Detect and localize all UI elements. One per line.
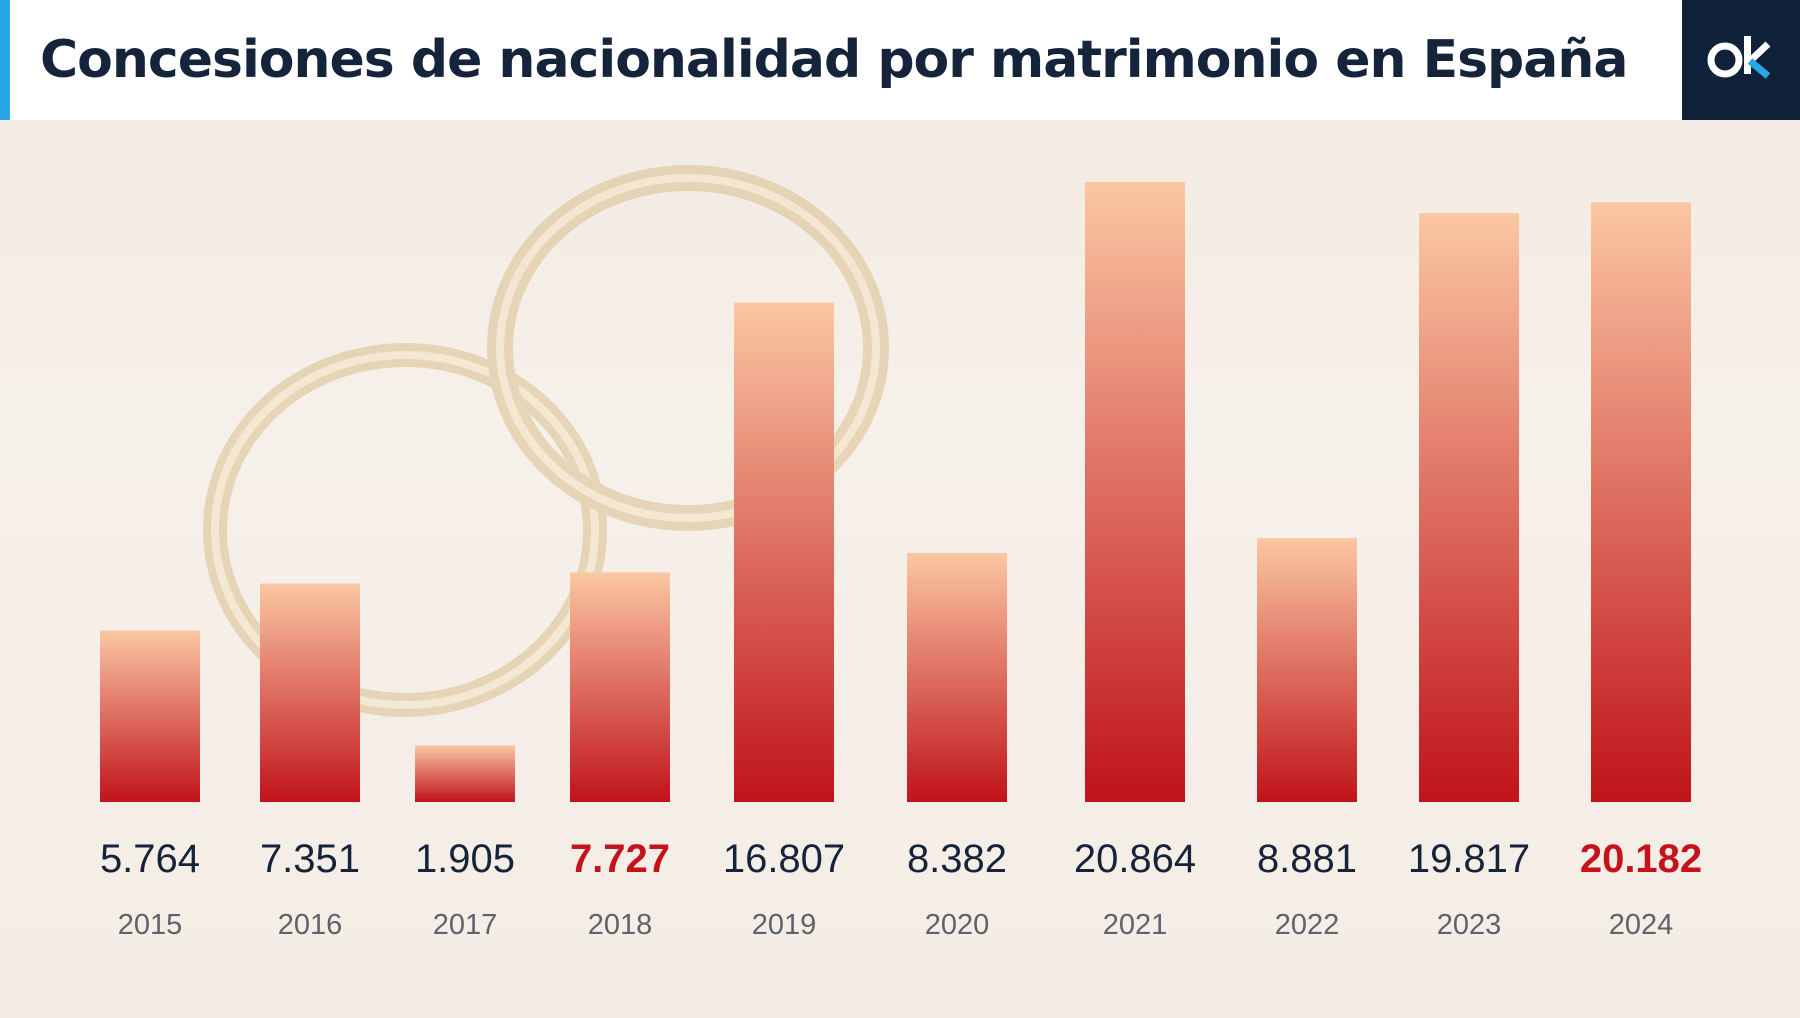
bar-2018 <box>570 572 670 802</box>
value-label-2020: 8.382 <box>907 837 1007 881</box>
year-label-2016: 2016 <box>278 909 343 941</box>
year-label-2020: 2020 <box>925 909 990 941</box>
brand-logo[interactable] <box>1682 0 1800 120</box>
value-label-2023: 19.817 <box>1408 837 1530 881</box>
year-label-2024: 2024 <box>1609 909 1674 941</box>
bar-2019 <box>734 302 834 802</box>
value-label-2022: 8.881 <box>1257 837 1357 881</box>
year-label-2021: 2021 <box>1103 909 1168 941</box>
year-label-2019: 2019 <box>752 909 817 941</box>
bar-2020 <box>907 552 1007 802</box>
ok-logo-icon <box>1707 36 1771 79</box>
value-label-2024: 20.182 <box>1580 837 1702 881</box>
header-bar: Concesiones de nacionalidad por matrimon… <box>0 0 1682 120</box>
chart-title: Concesiones de nacionalidad por matrimon… <box>40 30 1628 90</box>
bar-2024 <box>1591 202 1691 803</box>
value-label-2015: 5.764 <box>100 837 200 881</box>
header-accent-stripe <box>0 0 10 120</box>
value-label-2019: 16.807 <box>723 837 845 881</box>
bar-2021 <box>1085 182 1185 802</box>
year-label-2018: 2018 <box>588 909 653 941</box>
bar-2022 <box>1257 538 1357 802</box>
bar-2017 <box>415 745 515 802</box>
value-label-2018: 7.727 <box>570 837 670 881</box>
value-label-2021: 20.864 <box>1074 837 1196 881</box>
bar-2016 <box>260 583 360 802</box>
year-label-2023: 2023 <box>1437 909 1502 941</box>
year-label-2022: 2022 <box>1275 909 1340 941</box>
value-label-2016: 7.351 <box>260 837 360 881</box>
value-label-2017: 1.905 <box>415 837 515 881</box>
bar-2023 <box>1419 213 1519 802</box>
year-label-2015: 2015 <box>118 909 183 941</box>
year-label-2017: 2017 <box>433 909 498 941</box>
bar-2015 <box>100 630 200 802</box>
